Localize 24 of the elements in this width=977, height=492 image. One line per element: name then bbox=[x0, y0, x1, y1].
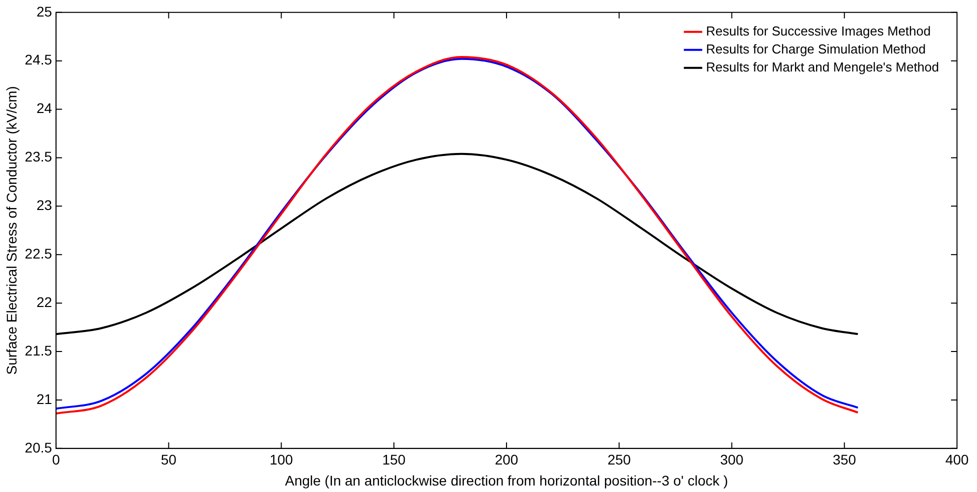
x-tick-label: 50 bbox=[160, 452, 177, 468]
x-tick-label: 350 bbox=[832, 452, 856, 468]
y-tick-label: 22.5 bbox=[24, 245, 52, 262]
y-tick-label: 25 bbox=[36, 3, 52, 20]
y-tick-label: 23 bbox=[36, 197, 52, 214]
x-tick-label: 0 bbox=[52, 452, 60, 468]
y-tick-label: 20.5 bbox=[24, 439, 52, 456]
y-tick-label: 22 bbox=[36, 294, 52, 310]
x-tick-label: 200 bbox=[494, 452, 518, 468]
legend-label: Results for Charge Simulation Method bbox=[706, 41, 926, 56]
x-tick-label: 150 bbox=[382, 452, 406, 468]
y-axis-title: Surface Electrical Stress of Conductor (kV/cm) bbox=[3, 86, 20, 375]
y-tick-label: 23.5 bbox=[24, 148, 52, 165]
x-tick-label: 100 bbox=[270, 452, 294, 468]
x-tick-label: 250 bbox=[607, 452, 632, 468]
legend-label: Results for Successive Images Method bbox=[706, 23, 931, 38]
y-tick-label: 21.5 bbox=[24, 342, 52, 358]
legend-label: Results for Markt and Mengele's Method bbox=[706, 59, 940, 74]
y-tick-label: 24.5 bbox=[24, 52, 52, 68]
y-tick-label: 21 bbox=[36, 390, 52, 407]
x-tick-label: 400 bbox=[945, 452, 969, 468]
x-tick-label: 300 bbox=[720, 452, 744, 468]
y-tick-label: 24 bbox=[36, 100, 52, 116]
x-axis-title: Angle (In an anticlockwise direction from horizontal position--3 o' clock ) bbox=[284, 472, 728, 488]
